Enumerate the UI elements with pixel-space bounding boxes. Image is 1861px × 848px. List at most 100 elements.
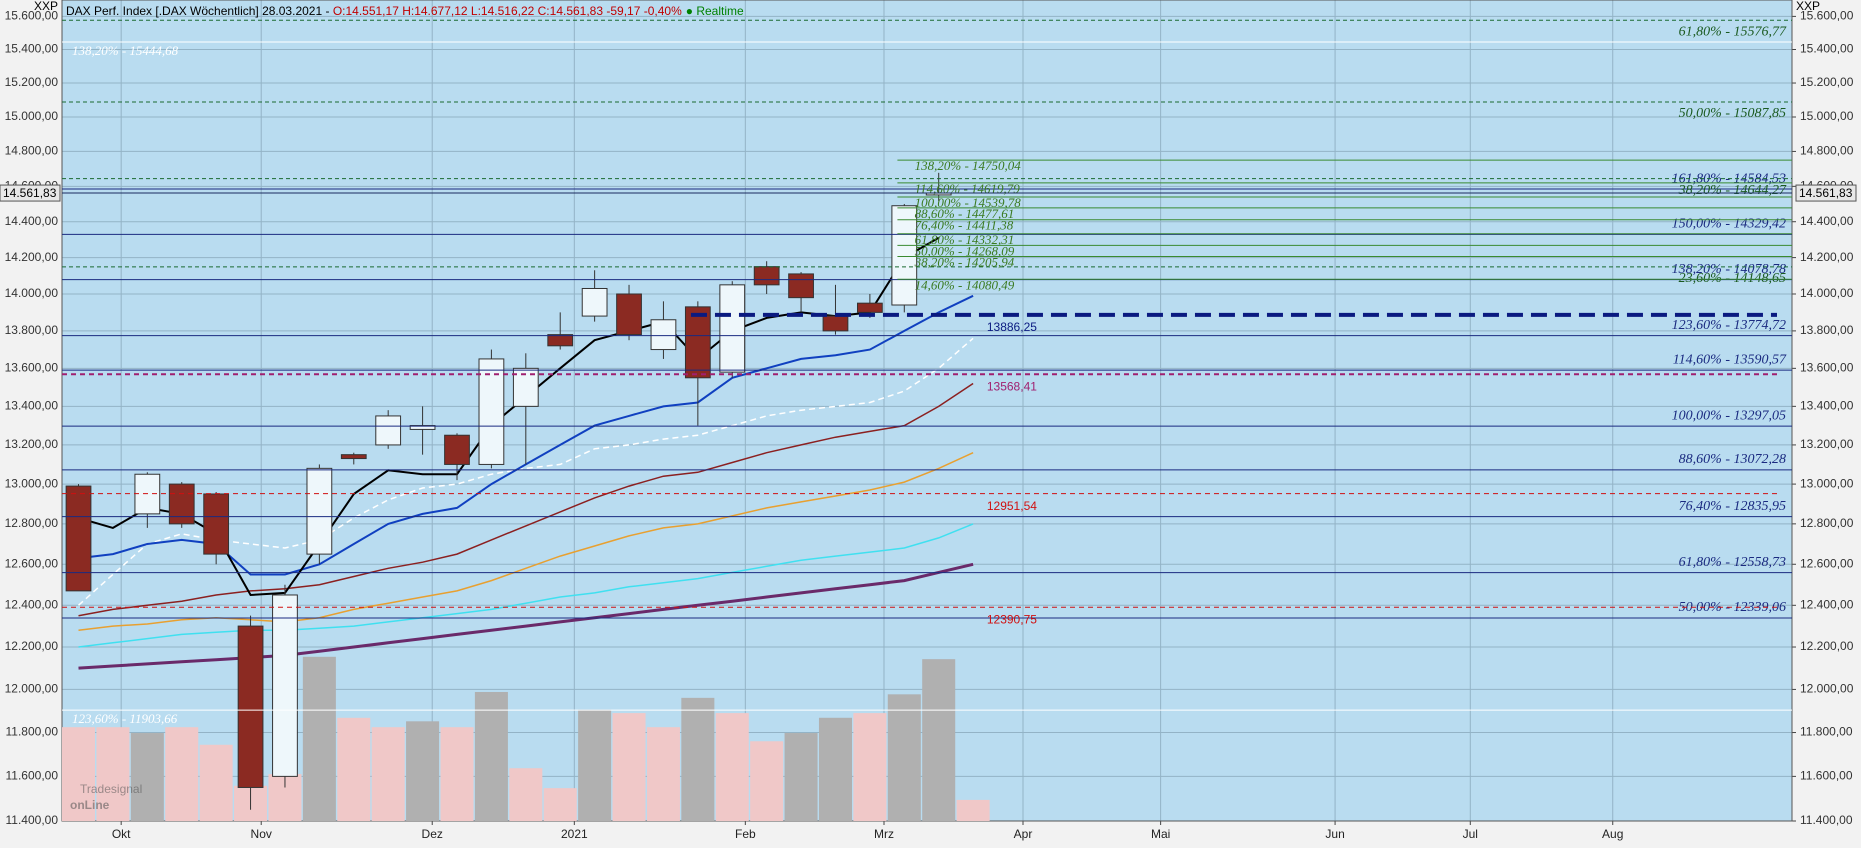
x-tick-label: Nov: [251, 827, 272, 841]
y-tick-label: 15.200,00: [1800, 75, 1854, 89]
candle-body: [581, 287, 608, 317]
y-tick-label: 15.600,00: [1800, 9, 1854, 23]
y-tick-label: 12.000,00: [5, 682, 59, 696]
level-label: 12390,75: [987, 612, 1037, 626]
volume-bar: [302, 656, 336, 821]
y-tick-label: 15.400,00: [5, 42, 59, 56]
logo: Tradesignal onLine: [70, 782, 142, 812]
volume-bar: [681, 697, 715, 821]
fib-label: 114,60% - 14619,79: [915, 181, 1021, 196]
x-tick-label: Mai: [1151, 827, 1170, 841]
level-label: 12951,54: [987, 499, 1037, 513]
y-tick-label: 13.400,00: [5, 399, 59, 413]
ma-line: [78, 382, 974, 617]
volume-bar: [750, 741, 784, 821]
fib-label: 61,80% - 15576,77: [1679, 24, 1787, 39]
volume-bar: [406, 721, 440, 821]
y-tick-label: 12.400,00: [1800, 597, 1854, 611]
price-tag: [0, 184, 61, 202]
y-tick-label: 15.400,00: [1800, 42, 1854, 56]
y-tick-label: 14.400,00: [1800, 214, 1854, 228]
candle-body: [203, 493, 230, 555]
x-tick-label: Jun: [1325, 827, 1344, 841]
fib-label: 76,40% - 14411,38: [915, 218, 1014, 233]
y-tick-label: 11.600,00: [6, 769, 59, 783]
volume-bar: [956, 799, 990, 821]
volume-bar: [130, 733, 164, 821]
x-tick-label: Mrz: [874, 827, 894, 841]
fib-label: 123,60% - 13774,72: [1672, 318, 1786, 333]
fib-label: 88,60% - 14477,61: [915, 206, 1015, 221]
y-tick-label: 11.800,00: [1800, 725, 1853, 739]
candle-body: [788, 273, 814, 299]
volume-bar: [337, 717, 371, 821]
y-tick-label: 15.000,00: [1800, 109, 1854, 123]
y-tick-label: 12.800,00: [5, 516, 59, 530]
candle-body: [237, 625, 264, 788]
fib-label: 50,00% - 14268,09: [915, 243, 1015, 258]
y-tick-label: 15.000,00: [5, 109, 59, 123]
volume-bar: [440, 727, 474, 821]
x-tick-label: Apr: [1014, 827, 1033, 841]
fib-label: 138,20% - 14078,78: [1672, 262, 1786, 277]
fib-label: 23,60% - 14148,65: [1679, 271, 1786, 286]
header-part: DAX Perf. Index [.DAX Wöchentlich] 28.03…: [66, 4, 333, 18]
candle-body: [856, 302, 883, 313]
fib-label: 123,60% - 11903,66: [72, 711, 178, 726]
logo-text: onLine: [70, 798, 110, 812]
volume-bar: [165, 727, 199, 821]
fib-label: 14,60% - 14080,49: [915, 277, 1015, 292]
volume-bar: [578, 709, 612, 821]
axis-name: XXP: [1796, 0, 1820, 13]
x-tick-label: Dez: [422, 827, 443, 841]
fib-label: 50,00% - 12339,06: [1679, 600, 1786, 615]
y-tick-label: 14.000,00: [5, 286, 59, 300]
ma-line: [78, 523, 974, 648]
y-tick-label: 11.600,00: [1800, 769, 1853, 783]
y-tick-label: 13.600,00: [5, 361, 59, 375]
volume-bar: [853, 713, 887, 821]
y-tick-label: 12.600,00: [5, 556, 59, 570]
fib-label: 61,80% - 12558,73: [1679, 555, 1786, 570]
candle-body: [272, 594, 298, 777]
y-tick-label: 12.000,00: [1800, 682, 1854, 696]
candle-body: [65, 485, 92, 592]
candle-body: [375, 415, 402, 446]
y-tick-label: 13.800,00: [1800, 323, 1854, 337]
y-tick-label: 14.800,00: [1800, 144, 1854, 158]
level-label: 13568,41: [987, 379, 1037, 393]
y-tick-label: 15.200,00: [5, 75, 59, 89]
volume-bar: [784, 733, 818, 821]
candle-body: [822, 315, 849, 332]
y-tick-label: 13.200,00: [5, 437, 59, 451]
candle-body: [444, 434, 470, 465]
y-tick-label: 11.400,00: [1800, 813, 1853, 827]
price-tag-label: 14.561,83: [1799, 186, 1853, 200]
candle-body: [753, 266, 780, 286]
y-tick-label: 14.200,00: [5, 250, 59, 264]
y-tick-label: 13.000,00: [1800, 476, 1854, 490]
y-tick-label: 12.600,00: [1800, 556, 1854, 570]
y-tick-label: 12.200,00: [1800, 639, 1854, 653]
fib-label: 50,00% - 15087,85: [1679, 106, 1786, 121]
volume-bar: [922, 659, 956, 821]
fib-label: 100,00% - 13297,05: [1672, 408, 1786, 423]
fib-label: 150,00% - 14329,42: [1672, 217, 1786, 232]
volume-bar: [509, 768, 543, 821]
y-tick-label: 13.000,00: [5, 476, 59, 490]
fib-label: 88,60% - 13072,28: [1679, 452, 1786, 467]
fib-label: 38,20% - 14205,94: [914, 255, 1015, 270]
volume-bar: [818, 717, 852, 821]
fib-label: 138,20% - 15444,68: [72, 43, 179, 58]
candle-body: [891, 205, 918, 306]
volume-bar: [199, 744, 233, 821]
y-tick-label: 14.400,00: [5, 214, 59, 228]
y-tick-label: 14.000,00: [1800, 286, 1854, 300]
candle-body: [547, 334, 574, 347]
y-tick-label: 11.800,00: [6, 725, 59, 739]
y-tick-label: 11.400,00: [6, 813, 59, 827]
fib-label: 61,80% - 14332,31: [915, 232, 1015, 247]
y-tick-label: 12.800,00: [1800, 516, 1854, 530]
volume-bar: [474, 691, 508, 821]
